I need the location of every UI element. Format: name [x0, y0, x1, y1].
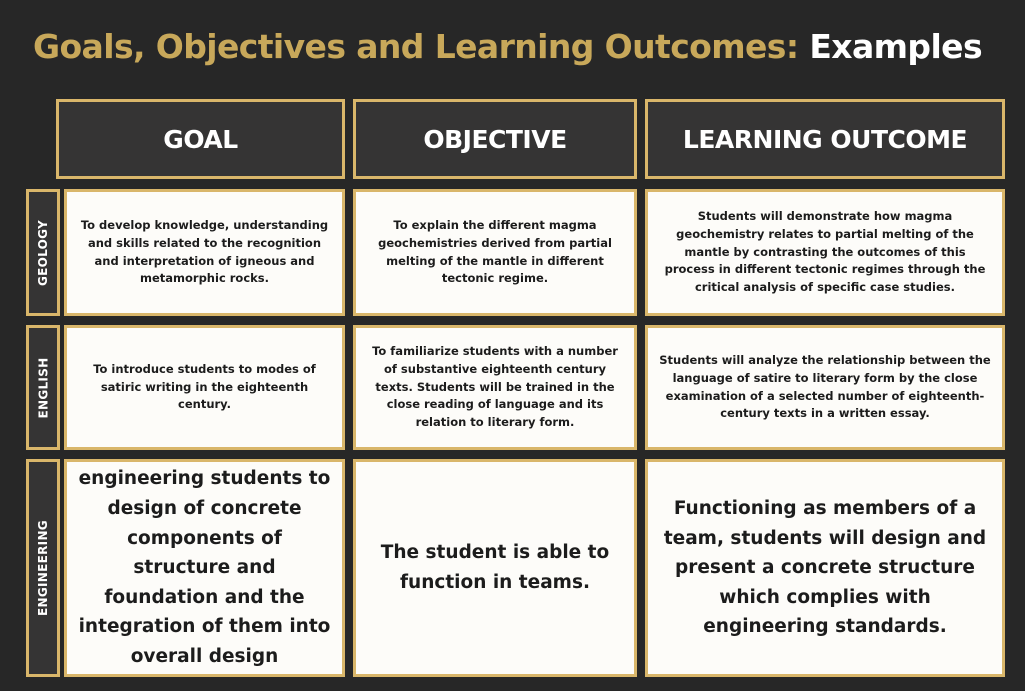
slide-title-accent: Examples	[809, 27, 982, 66]
row-label-english: ENGLISH	[26, 325, 60, 450]
cell-geology-outcome: Students will demonstrate how magma geoc…	[645, 189, 1005, 316]
slide-title: Goals, Objectives and Learning Outcomes:…	[33, 27, 983, 66]
slide-title-main: Goals, Objectives and Learning Outcomes:	[33, 27, 799, 66]
row-label-text: ENGLISH	[36, 357, 50, 418]
cell-english-objective: To familiarize students with a number of…	[353, 325, 637, 450]
header-objective: OBJECTIVE	[353, 99, 637, 179]
cell-engineering-outcome: Functioning as members of a team, studen…	[645, 459, 1005, 677]
row-label-engineering: ENGINEERING	[26, 459, 60, 677]
cell-engineering-objective: The student is able to function in teams…	[353, 459, 637, 677]
row-label-geology: GEOLOGY	[26, 189, 60, 316]
cell-engineering-goal: To introduce senior engineering students…	[64, 459, 345, 677]
cell-geology-objective: To explain the different magma geochemis…	[353, 189, 637, 316]
cell-geology-goal: To develop knowledge, understanding and …	[64, 189, 345, 316]
header-learning-outcome: LEARNING OUTCOME	[645, 99, 1005, 179]
row-label-text: ENGINEERING	[36, 520, 51, 616]
cell-english-outcome: Students will analyze the relationship b…	[645, 325, 1005, 450]
cell-english-goal: To introduce students to modes of satiri…	[64, 325, 345, 450]
header-goal: GOAL	[56, 99, 345, 179]
row-label-text: GEOLOGY	[36, 219, 51, 286]
